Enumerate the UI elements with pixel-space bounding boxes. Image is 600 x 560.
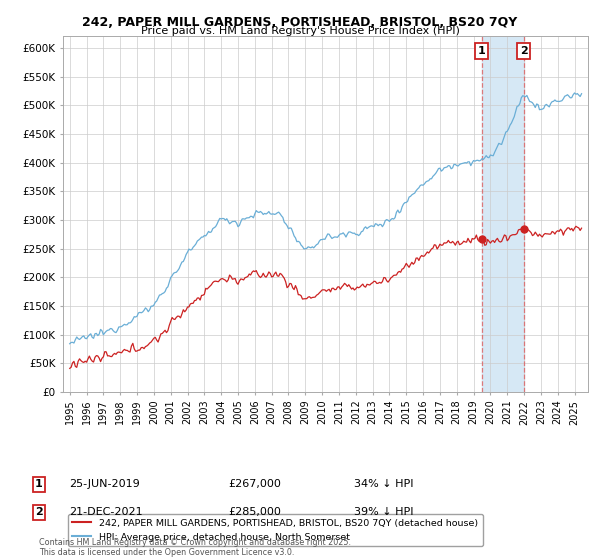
Text: 1: 1 <box>35 479 43 489</box>
Text: Contains HM Land Registry data © Crown copyright and database right 2025.
This d: Contains HM Land Registry data © Crown c… <box>39 538 351 557</box>
Text: 39% ↓ HPI: 39% ↓ HPI <box>354 507 413 517</box>
Legend: 242, PAPER MILL GARDENS, PORTISHEAD, BRISTOL, BS20 7QY (detached house), HPI: Av: 242, PAPER MILL GARDENS, PORTISHEAD, BRI… <box>68 514 483 546</box>
Text: 25-JUN-2019: 25-JUN-2019 <box>69 479 140 489</box>
Text: 1: 1 <box>478 46 485 56</box>
Bar <box>482 36 524 392</box>
Text: 21-DEC-2021: 21-DEC-2021 <box>69 507 143 517</box>
Text: 242, PAPER MILL GARDENS, PORTISHEAD, BRISTOL, BS20 7QY: 242, PAPER MILL GARDENS, PORTISHEAD, BRI… <box>82 16 518 29</box>
Text: 2: 2 <box>35 507 43 517</box>
Text: £285,000: £285,000 <box>228 507 281 517</box>
Text: £267,000: £267,000 <box>228 479 281 489</box>
Text: 2: 2 <box>520 46 527 56</box>
Text: 34% ↓ HPI: 34% ↓ HPI <box>354 479 413 489</box>
Text: Price paid vs. HM Land Registry's House Price Index (HPI): Price paid vs. HM Land Registry's House … <box>140 26 460 36</box>
